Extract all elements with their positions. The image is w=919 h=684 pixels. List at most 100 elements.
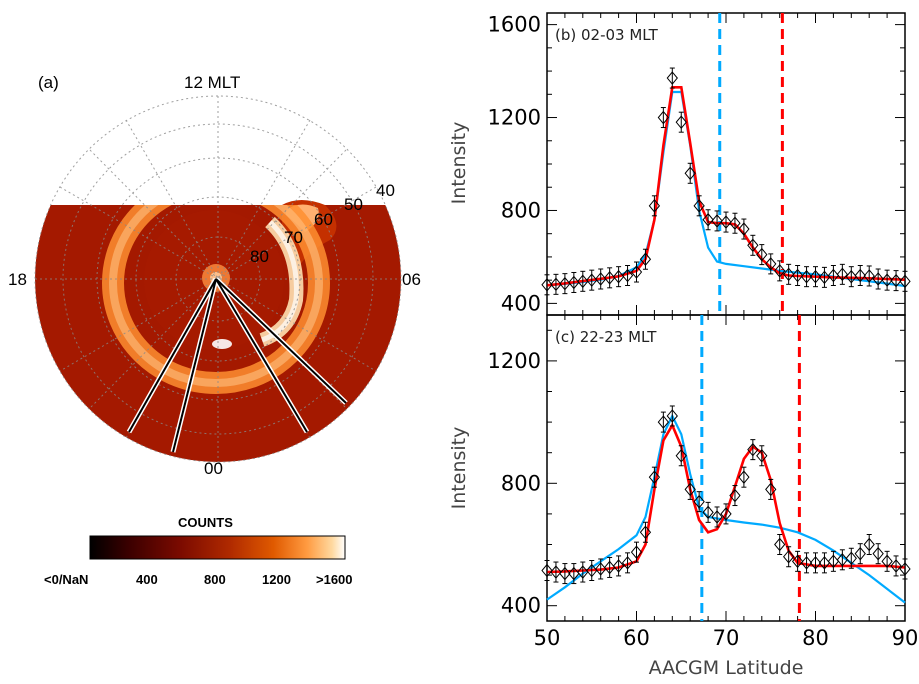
diamond-marker [863,537,875,552]
diamond-marker [693,199,705,213]
y-tick-label: 1600 [488,13,541,37]
observation-point [729,212,741,234]
observation-point [863,534,875,555]
observation-point [693,491,705,513]
series-b [546,86,906,288]
diamond-marker [675,115,687,129]
diamond-marker [675,448,687,463]
observation-point [657,411,670,433]
observation-point [559,273,571,295]
vlines-c [700,315,801,621]
diamond-marker [738,222,750,236]
y-tick-label: 800 [501,198,541,222]
diamond-marker [836,267,849,282]
observation-point [550,273,562,295]
observation-point [774,534,786,555]
polar-panel: (a) [8,73,421,587]
observation-point [827,265,840,287]
diamond-marker [559,566,571,581]
x-tick-label: 90 [892,626,919,650]
observation-point [747,234,759,256]
diamond-marker [595,562,607,576]
observation-point [603,556,616,578]
observation-point [890,270,902,292]
diamond-marker [711,214,723,228]
diamond-marker [899,562,911,576]
observation-point [657,107,670,129]
diamond-marker [612,559,625,573]
diamond-marker [648,470,661,484]
observation-point [791,550,804,572]
diamond-marker [720,215,732,229]
x-ticks-c: 50 60 70 80 90 [534,315,919,650]
polar-panel-label: (a) [38,73,59,92]
observation-point [666,405,678,427]
observation-point [684,478,696,500]
observation-point [863,265,875,287]
observation-point [648,195,661,217]
observation-point [738,218,750,240]
y-axis-title-c: Intensity [448,427,470,510]
x-tick-label: 80 [802,626,829,650]
observation-point [809,552,822,574]
observation-point [845,266,857,288]
diamond-marker [630,265,643,279]
diamond-marker [872,272,884,286]
diamond-marker [809,269,822,284]
x-tick-label: 70 [713,626,740,650]
observation-point [765,478,777,500]
observation-point [559,563,571,585]
observation-point [800,266,813,288]
diamond-marker [845,269,857,284]
diamond-marker [586,273,598,287]
observation-point [684,162,696,184]
colorbar-tick-label: <0/NaN [44,572,88,587]
observation-point [756,445,768,467]
diamond-marker [657,415,670,429]
diamond-marker [711,510,723,524]
diamond-marker [586,563,598,578]
diamond-marker [666,71,678,85]
diamond-marker [577,565,589,579]
observation-point [711,506,723,528]
observation-point [648,466,661,488]
y-tick-label: 800 [501,471,541,495]
observation-point [774,260,786,282]
y-axis-title-b: Intensity [448,122,470,205]
diamond-marker [729,488,741,503]
x-tick-label: 50 [534,626,561,650]
diamond-marker [693,494,705,509]
diamond-marker [774,264,786,278]
diamond-marker [577,274,589,289]
observation-point [568,563,580,585]
polar-midnight-label: 00 [204,459,223,478]
diamond-marker [559,276,571,291]
diamond-marker [782,549,795,564]
observation-point [854,265,866,287]
polar-lat-label-60: 60 [314,210,333,229]
colorbar: COUNTS <0/NaN 400 800 1200 >1600 [44,515,353,587]
diamond-marker [621,556,634,570]
polar-lat-label-40: 40 [376,181,395,200]
y-tick-label: 400 [501,594,541,618]
observation-point [800,552,813,574]
diamond-marker [541,563,553,578]
observation-point [630,541,643,563]
diamond-marker [854,268,866,283]
diamond-marker [657,110,670,125]
observation-point [541,274,553,296]
diamond-marker [630,545,643,559]
observation-point [577,561,589,583]
y-tick-label: 1200 [488,349,541,373]
diamond-marker [756,247,768,262]
diamond-marker [541,278,553,292]
observation-point [782,263,795,285]
diamond-marker [702,212,714,227]
diamond-marker [800,269,813,284]
diamond-marker [550,277,562,292]
observation-point [612,266,625,288]
diamond-marker [827,268,840,283]
observation-point [836,263,849,285]
diamond-marker [720,507,732,521]
